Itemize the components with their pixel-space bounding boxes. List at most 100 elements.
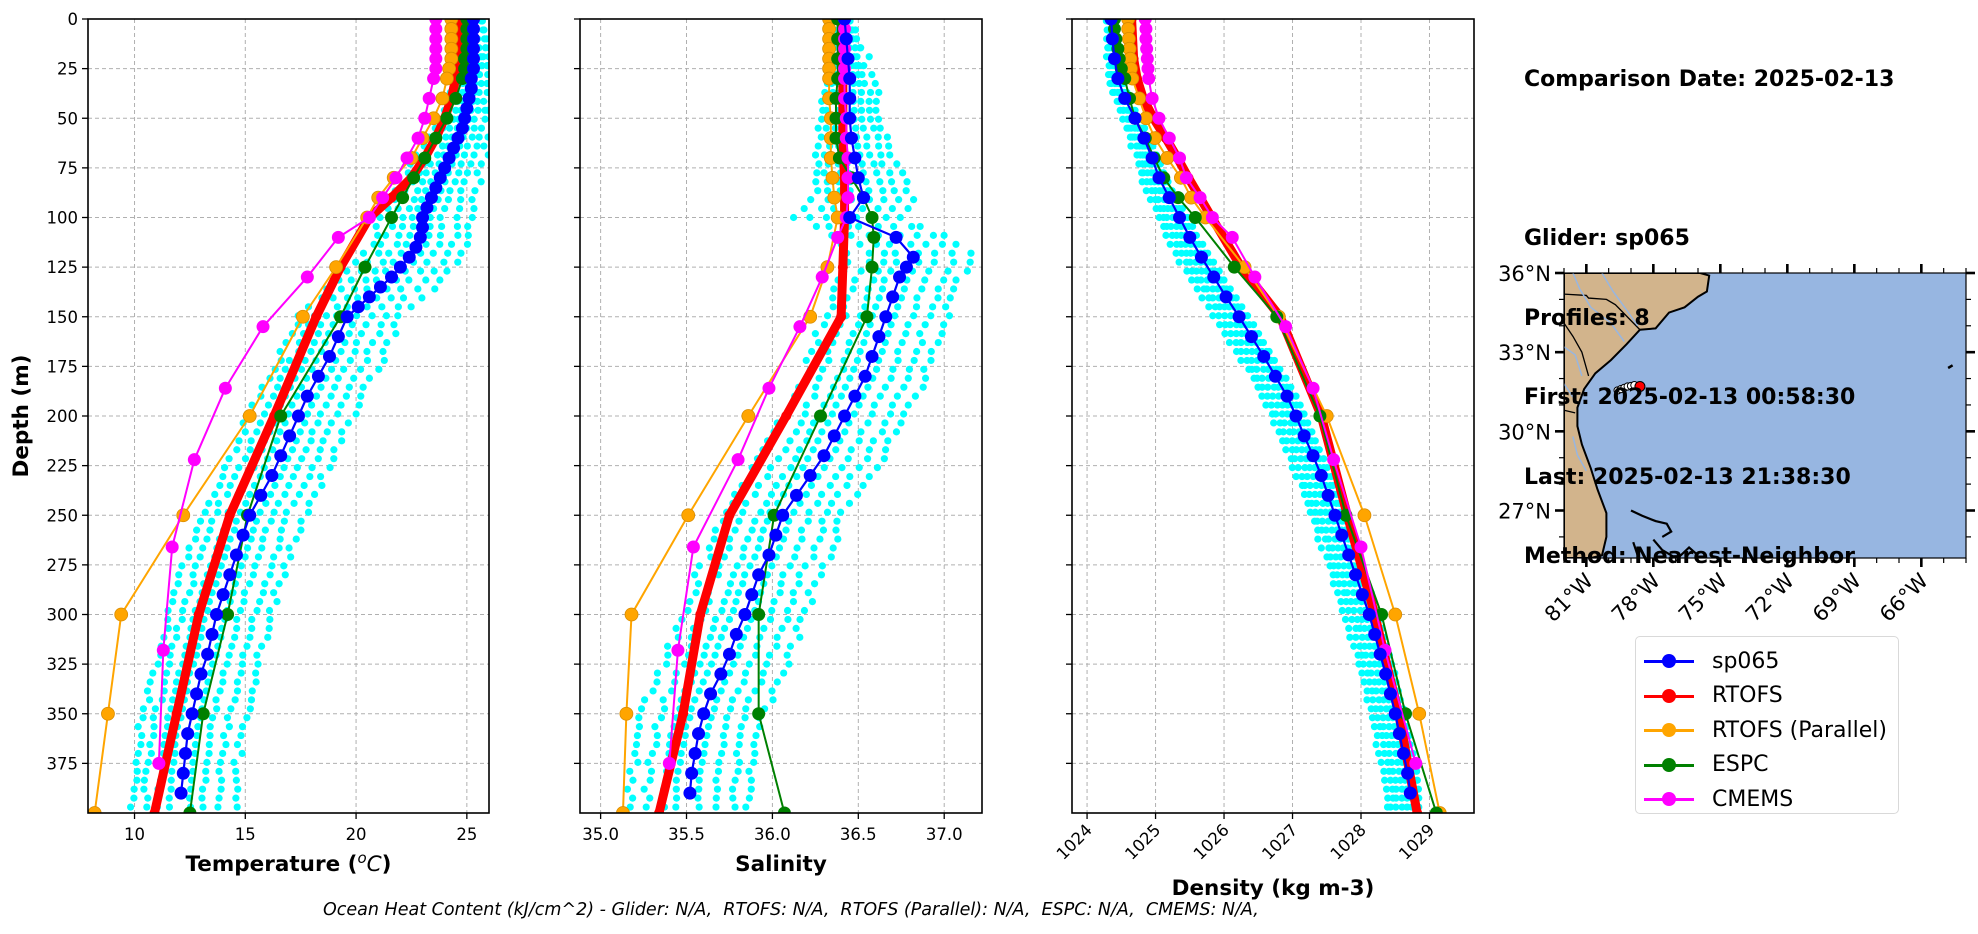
glider-profile-point [950, 258, 958, 266]
glider-profile-point [1304, 419, 1312, 427]
glider-profile-point [1282, 446, 1290, 454]
series-point-cmems [1142, 72, 1156, 86]
series-point-glider [899, 260, 913, 274]
glider-profile-point [756, 535, 765, 543]
series-point-cmems [1279, 320, 1293, 334]
y-tick-label: 75 [57, 159, 78, 178]
glider-profile-point [237, 731, 245, 740]
glider-profile-point [1347, 597, 1355, 606]
glider-profile-point [241, 553, 249, 561]
glider-profile-point [672, 794, 681, 802]
glider-profile-point [865, 472, 873, 481]
glider-profile-point [1220, 276, 1228, 284]
glider-profile-point [1305, 490, 1313, 499]
glider-profile-point [740, 678, 748, 686]
glider-profile-point [733, 562, 741, 570]
glider-profile-point [484, 70, 489, 79]
glider-profile-point [792, 455, 800, 463]
glider-profile-point [845, 499, 854, 507]
series-point-glider [1104, 19, 1118, 26]
series-point-rtofs_parallel [827, 190, 842, 205]
glider-profile-point [139, 705, 148, 713]
glider-profile-point [850, 410, 858, 418]
glider-profile-point [852, 35, 861, 43]
glider-profile-point [711, 651, 719, 659]
glider-profile-point [179, 606, 187, 615]
glider-profile-point [143, 803, 151, 811]
glider-profile-point [133, 776, 141, 784]
glider-profile-point [902, 330, 910, 338]
glider-profile-point [1292, 392, 1300, 400]
glider-profile-point [480, 26, 488, 34]
glider-profile-point [230, 758, 238, 766]
glider-profile-point [285, 481, 293, 490]
glider-profile-point [372, 222, 380, 231]
series-point-glider [714, 667, 728, 681]
glider-profile-point [460, 151, 469, 159]
y-tick-label: 250 [47, 506, 79, 525]
glider-profile-point [855, 79, 863, 88]
glider-profile-point [1398, 803, 1406, 811]
glider-profile-point [1279, 428, 1287, 436]
glider-profile-point [337, 285, 345, 293]
bermuda [1947, 364, 1954, 370]
series-point-glider [1162, 191, 1176, 205]
glider-profile-point [686, 714, 694, 722]
glider-profile-point [261, 580, 269, 588]
glider-profile-point [314, 419, 322, 427]
glider-profile-point [854, 490, 862, 499]
glider-profile-point [302, 446, 310, 454]
glider-profile-point [946, 294, 954, 302]
glider-profile-point [457, 196, 465, 204]
glider-profile-point [256, 597, 264, 606]
glider-profile-point [1167, 222, 1175, 231]
glider-profile-point [786, 562, 794, 570]
glider-profile-point [792, 428, 801, 436]
glider-profile-point [797, 526, 806, 534]
glider-profile-point [908, 222, 916, 231]
glider-profile-point [1360, 678, 1368, 686]
glider-profile-point [247, 437, 255, 445]
series-point-glider [1118, 91, 1132, 105]
glider-profile-point [406, 231, 414, 239]
glider-profile-point [1142, 187, 1150, 195]
glider-profile-point [868, 410, 876, 418]
glider-profile-point [768, 562, 776, 570]
glider-profile-point [900, 383, 908, 391]
glider-profile-point [905, 365, 914, 373]
glider-profile-point [1188, 276, 1196, 284]
glider-profile-point [247, 696, 256, 704]
glider-profile-point [802, 356, 810, 365]
glider-profile-point [876, 392, 884, 400]
glider-profile-point [453, 222, 462, 231]
glider-profile-point [872, 97, 880, 105]
glider-profile-point [703, 669, 711, 677]
glider-profile-point [310, 490, 319, 499]
glider-profile-point [1216, 321, 1224, 329]
glider-profile-point [881, 383, 889, 391]
series-point-cmems [362, 211, 376, 224]
glider-profile-point [237, 562, 245, 570]
glider-profile-point [186, 589, 194, 597]
series-point-glider [817, 449, 831, 463]
glider-profile-point [1290, 428, 1298, 436]
glider-profile-point [745, 660, 753, 668]
series-point-glider [424, 191, 438, 205]
series-point-rtofs_parallel [440, 71, 454, 86]
glider-profile-point [298, 455, 306, 463]
glider-profile-point [318, 481, 326, 490]
glider-profile-point [672, 785, 680, 793]
glider-profile-point [483, 35, 489, 43]
glider-profile-point [483, 79, 489, 88]
glider-profile-point [357, 392, 365, 400]
glider-profile-point [140, 776, 148, 784]
glider-profile-point [1369, 696, 1377, 704]
glider-profile-point [623, 785, 632, 793]
series-point-espc [777, 806, 791, 813]
glider-profile-point [363, 356, 372, 365]
glider-profile-point [377, 321, 385, 329]
glider-profile-point [1333, 571, 1341, 579]
glider-profile-point [478, 19, 486, 25]
glider-profile-point [859, 392, 867, 400]
series-point-glider [429, 181, 443, 195]
